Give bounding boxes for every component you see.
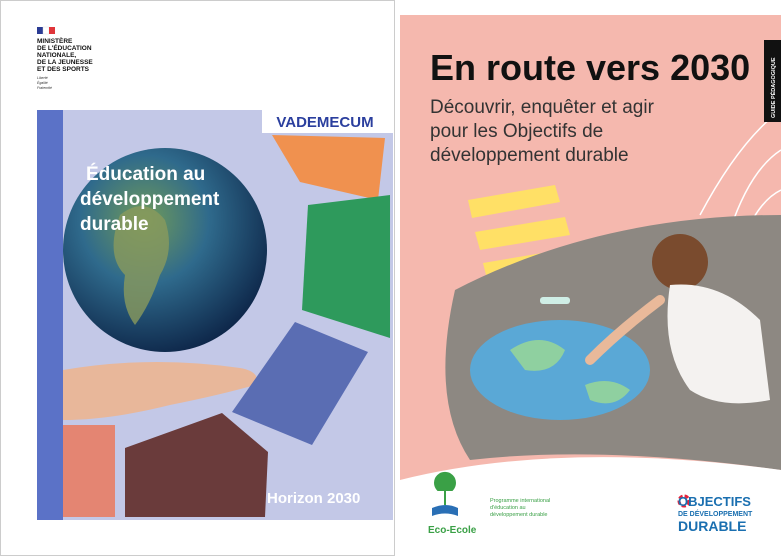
motto-line: Liberté (37, 76, 48, 80)
ministry-line: MINISTÈRE (37, 36, 73, 45)
program-line: développement durable (490, 512, 548, 518)
sdg-logo: DE DÉVELOPPEMENT (678, 509, 753, 518)
ring-segment (63, 425, 115, 517)
ministry-line: ET DES SPORTS (37, 66, 90, 73)
cover-title: Éducation au (86, 163, 205, 185)
motto-line: Fraternité (37, 86, 52, 90)
page: MINISTÈRE DE L'ÉDUCATION NATIONALE, DE L… (0, 0, 781, 556)
sdg-logo: DURABLE (678, 518, 746, 534)
ministry-line: DE L'ÉDUCATION (37, 43, 92, 52)
cover-title: développement (80, 189, 220, 210)
program-line: Programme international (490, 498, 550, 504)
flag-blue (37, 27, 43, 34)
label: VADEMECUM (276, 114, 373, 131)
right-cover: En route vers 2030 Découvrir, enquêter e… (400, 15, 781, 556)
subtitle-line: Découvrir, enquêter et agir (430, 97, 655, 118)
sdg-logo: OBJECTIFS (678, 494, 751, 509)
cover-title: En route vers 2030 (430, 47, 750, 88)
tab-text: GUIDE PÉDAGOGIQUE (769, 57, 777, 118)
footer: Horizon 2030 (267, 490, 360, 507)
eco-logo: Eco-Ecole (428, 525, 477, 536)
subtitle-line: pour les Objectifs de (430, 121, 603, 142)
ministry-line: NATIONALE, (37, 52, 76, 59)
ministry-line: DE LA JEUNESSE (37, 59, 93, 66)
flag-white (43, 27, 49, 34)
girl-hair (652, 234, 708, 290)
cover-title: durable (80, 214, 149, 235)
chalk (540, 297, 570, 304)
motto-line: Égalité (37, 80, 48, 85)
left-cover: MINISTÈRE DE L'ÉDUCATION NATIONALE, DE L… (1, 1, 395, 556)
flag-red (49, 27, 55, 34)
program-line: d'éducation au (490, 505, 526, 511)
subtitle-line: développement durable (430, 145, 629, 166)
side-stripe (37, 110, 63, 520)
